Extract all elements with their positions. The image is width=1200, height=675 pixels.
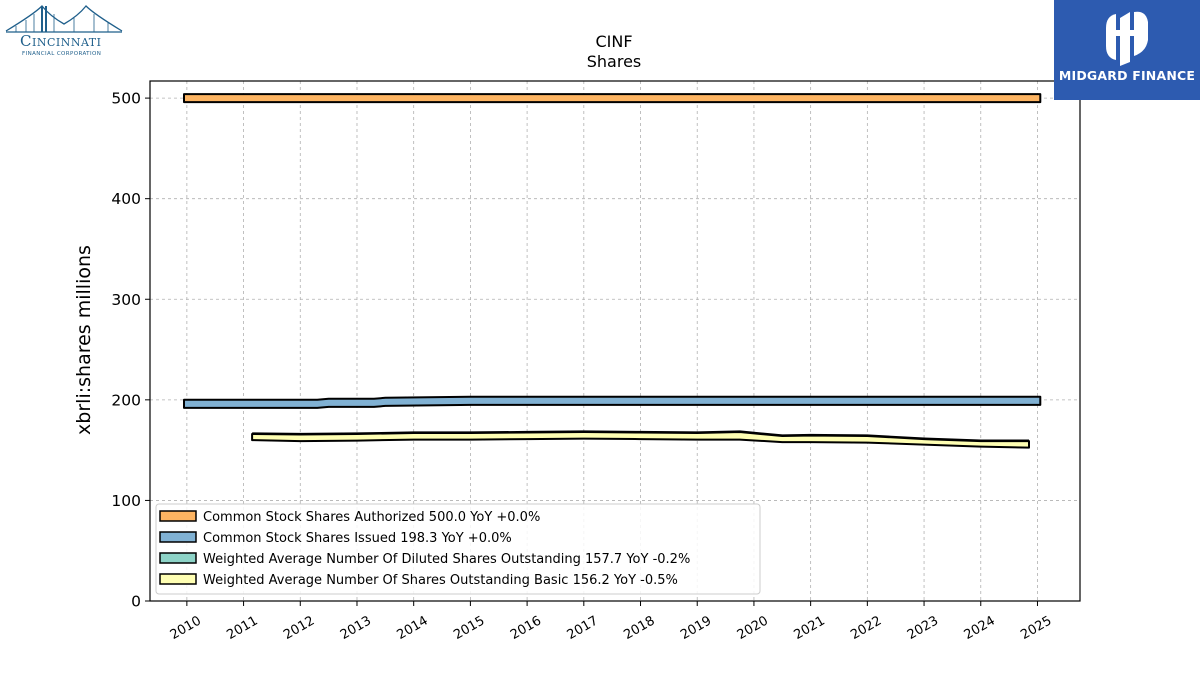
x-tick-label: 2021: [791, 613, 827, 643]
company-logo: Cincinnati FINANCIAL CORPORATION: [4, 4, 126, 60]
y-tick-label: 200: [111, 391, 141, 409]
y-tick-label: 300: [111, 291, 141, 309]
x-tick-label: 2018: [621, 613, 657, 643]
y-axis-label: xbrli:shares millions: [73, 245, 95, 435]
legend-box: [155, 503, 761, 595]
x-tick-label: 2015: [451, 613, 487, 643]
publisher-logo: MIDGARD FINANCE: [1054, 0, 1200, 100]
legend-label: Common Stock Shares Authorized 500.0 YoY…: [203, 510, 540, 525]
publisher-name: MIDGARD FINANCE: [1058, 68, 1196, 83]
chart-subtitle: Shares: [587, 52, 642, 71]
chart-title: CINF: [595, 32, 632, 51]
legend-swatch: [159, 531, 197, 543]
series-layer: [183, 93, 1042, 449]
x-tick-label: 2016: [508, 613, 544, 643]
x-tick-label: 2022: [848, 613, 884, 643]
midgard-emblem-icon: [1106, 11, 1148, 66]
legend-swatch: [159, 573, 197, 585]
legend-label: Weighted Average Number Of Diluted Share…: [203, 552, 690, 567]
y-tick-label: 0: [131, 593, 141, 611]
y-tick-label: 100: [111, 492, 141, 510]
x-tick-label: 2013: [338, 613, 374, 643]
series-band-weighted-average-number-of-shares-outstanding-basic: [251, 431, 1030, 449]
company-logo-subtitle: FINANCIAL CORPORATION: [22, 51, 102, 57]
x-tick-label: 2023: [905, 613, 941, 643]
x-tick-label: 2025: [1018, 613, 1054, 643]
x-tick-label: 2019: [678, 613, 714, 643]
legend: Common Stock Shares Authorized 500.0 YoY…: [155, 503, 761, 595]
x-tick-label: 2012: [281, 613, 317, 643]
bridge-icon: [5, 5, 123, 33]
x-tick-label: 2017: [565, 613, 601, 643]
legend-label: Weighted Average Number Of Shares Outsta…: [203, 573, 678, 588]
series-band-common-stock-shares-issued: [183, 395, 1042, 409]
legend-swatch: [159, 552, 197, 564]
series-band-common-stock-shares-authorized: [183, 93, 1042, 104]
y-tick-label: 400: [111, 190, 141, 208]
x-tick-label: 2024: [962, 613, 998, 643]
x-tick-label: 2020: [735, 613, 771, 643]
x-tick-label: 2014: [395, 613, 431, 643]
company-logo-name: Cincinnati: [20, 32, 102, 50]
legend-swatch: [159, 510, 197, 522]
x-tick-label: 2010: [168, 613, 204, 643]
plot-frame: [149, 80, 1081, 602]
y-tick-label: 500: [111, 90, 141, 108]
x-tick-label: 2011: [224, 613, 260, 643]
legend-label: Common Stock Shares Issued 198.3 YoY +0.…: [203, 531, 512, 546]
